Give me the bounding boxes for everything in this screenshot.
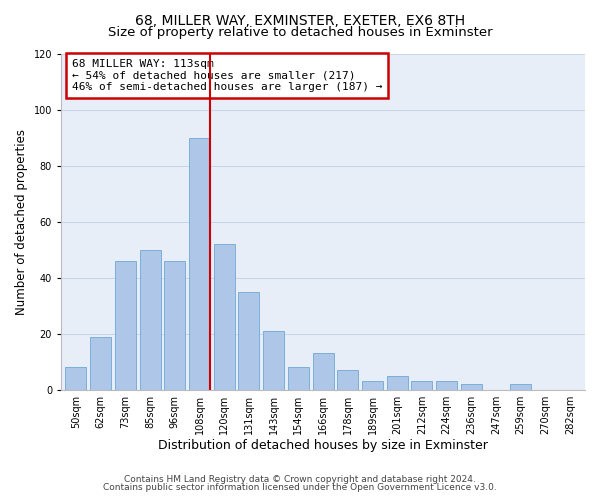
Bar xyxy=(263,331,284,390)
Bar xyxy=(337,370,358,390)
X-axis label: Distribution of detached houses by size in Exminster: Distribution of detached houses by size … xyxy=(158,440,488,452)
Bar xyxy=(164,261,185,390)
Text: 68, MILLER WAY, EXMINSTER, EXETER, EX6 8TH: 68, MILLER WAY, EXMINSTER, EXETER, EX6 8… xyxy=(135,14,465,28)
Bar xyxy=(412,382,433,390)
Text: Size of property relative to detached houses in Exminster: Size of property relative to detached ho… xyxy=(107,26,493,39)
Bar xyxy=(362,382,383,390)
Text: Contains public sector information licensed under the Open Government Licence v3: Contains public sector information licen… xyxy=(103,484,497,492)
Bar xyxy=(238,292,259,390)
Y-axis label: Number of detached properties: Number of detached properties xyxy=(15,129,28,315)
Bar xyxy=(214,244,235,390)
Text: 68 MILLER WAY: 113sqm
← 54% of detached houses are smaller (217)
46% of semi-det: 68 MILLER WAY: 113sqm ← 54% of detached … xyxy=(71,59,382,92)
Bar xyxy=(313,354,334,390)
Bar xyxy=(461,384,482,390)
Bar xyxy=(386,376,407,390)
Bar xyxy=(90,336,111,390)
Bar xyxy=(189,138,210,390)
Bar xyxy=(436,382,457,390)
Bar xyxy=(140,250,161,390)
Text: Contains HM Land Registry data © Crown copyright and database right 2024.: Contains HM Land Registry data © Crown c… xyxy=(124,475,476,484)
Bar xyxy=(288,368,309,390)
Bar xyxy=(115,261,136,390)
Bar xyxy=(510,384,531,390)
Bar xyxy=(65,368,86,390)
